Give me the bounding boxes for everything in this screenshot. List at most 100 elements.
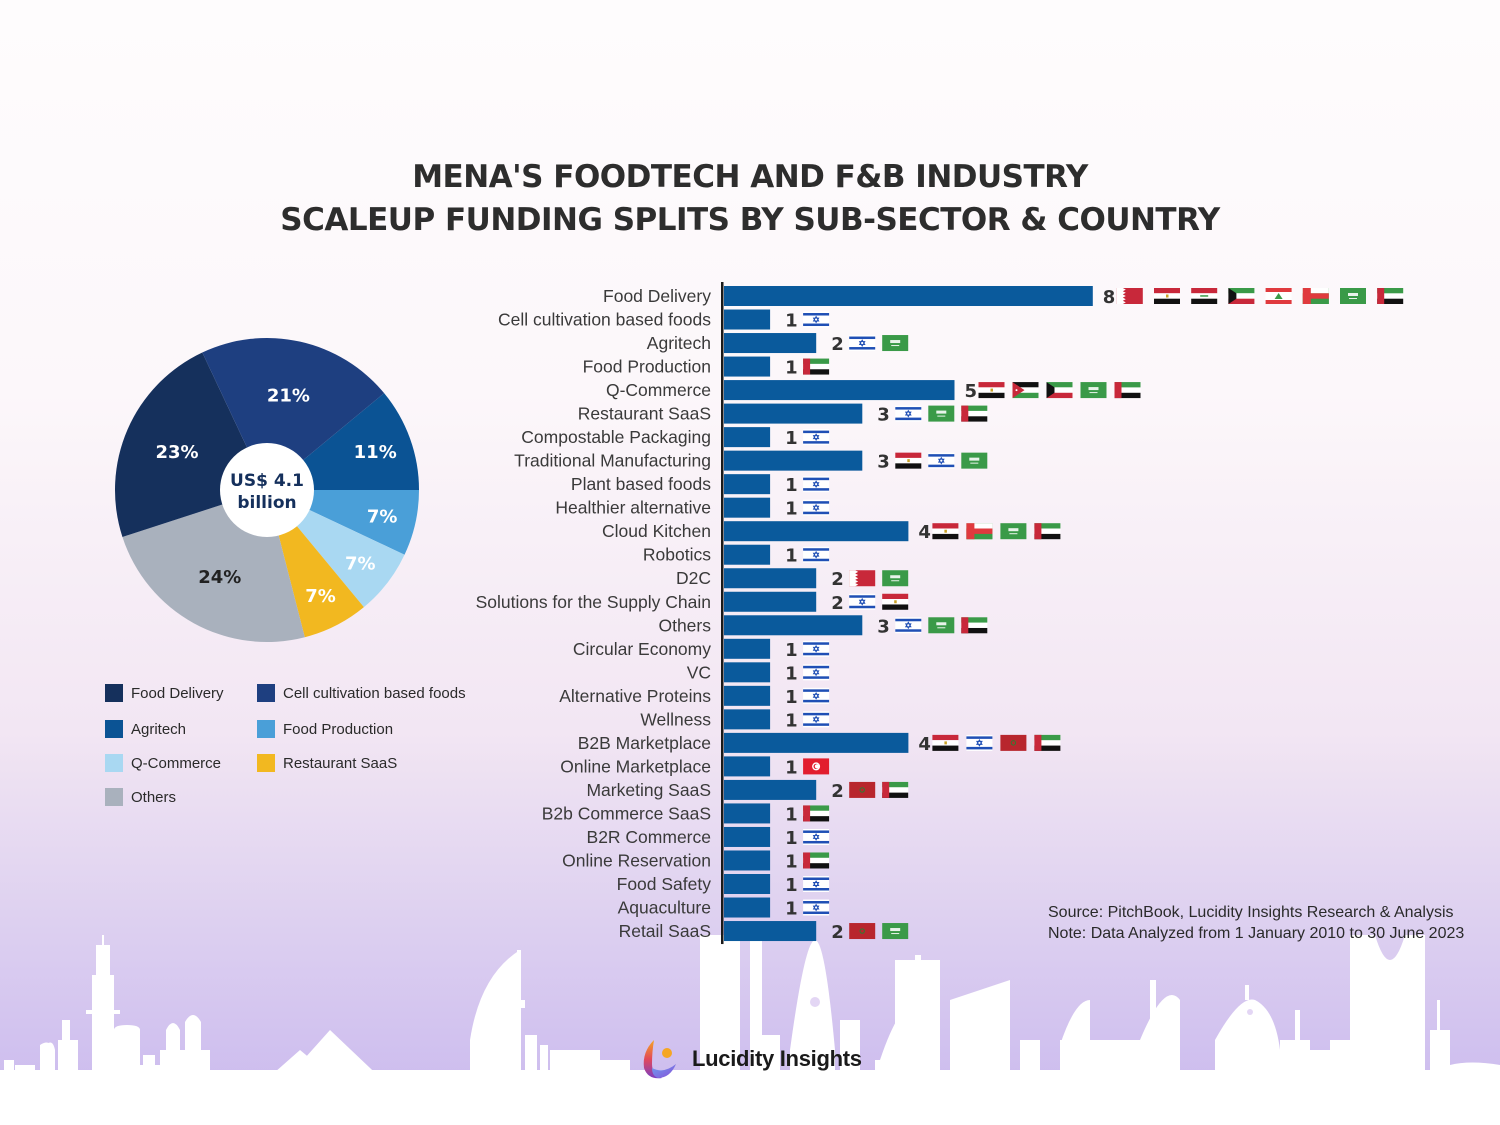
bar-category-label: Food Safety [617, 874, 712, 894]
bar [724, 874, 771, 894]
bar [724, 356, 771, 377]
flag-uae-icon [961, 405, 988, 422]
legend-label: Food Production [283, 720, 394, 738]
bar-value-label: 8 [1103, 287, 1116, 308]
flag-israel-icon [803, 311, 830, 328]
flag-israel-icon [928, 452, 955, 469]
legend-label: Others [131, 788, 177, 806]
flag-iraq-icon [1191, 288, 1218, 304]
flag-saudi-arabia-icon [1340, 288, 1366, 304]
chart-notes: Source: PitchBook, Lucidity Insights Res… [1048, 902, 1464, 944]
pie-slice-label: 23% [156, 442, 199, 463]
legend-item: Food Delivery [105, 682, 224, 704]
bar-category-label: VC [687, 662, 711, 682]
flag-israel-icon [803, 664, 830, 681]
flag-saudi-arabia-icon [882, 923, 909, 940]
bar-value-label: 1 [785, 546, 798, 567]
bar-category-label: Traditional Manufacturing [514, 451, 711, 471]
pie-slice-label: 21% [267, 385, 310, 406]
legend-swatch [257, 720, 275, 738]
flag-israel-icon [803, 499, 830, 516]
legend-swatch [257, 684, 275, 702]
flag-egypt-icon [895, 452, 922, 469]
bar-value-label: 1 [785, 757, 798, 778]
bar-value-label: 1 [785, 804, 798, 825]
bar [724, 803, 771, 824]
flag-israel-icon [803, 876, 830, 892]
bar-category-label: D2C [676, 568, 711, 588]
legend-label: Cell cultivation based foods [283, 684, 466, 702]
flag-uae-icon [961, 617, 988, 634]
flag-israel-icon [895, 617, 922, 634]
flag-lebanon-icon [1265, 288, 1292, 304]
bar-category-label: Healthier alternative [555, 498, 711, 518]
flag-egypt-icon [932, 523, 959, 540]
bar [724, 826, 771, 847]
legend-label: Food Delivery [131, 684, 224, 702]
flag-israel-icon [849, 335, 876, 352]
bar-category-label: Online Marketplace [560, 756, 711, 776]
bar-value-label: 2 [831, 593, 844, 614]
pie-slice-label: 7% [305, 586, 336, 607]
bar-category-label: B2R Commerce [587, 827, 711, 847]
bar-value-label: 1 [785, 875, 798, 896]
bar-value-label: 5 [965, 381, 978, 402]
bar-category-label: Online Reservation [562, 850, 711, 870]
flag-israel-icon [895, 405, 922, 422]
legend-item: Cell cultivation based foods [257, 682, 466, 704]
bar-chart: Food Delivery 8 Cell cultivation based foo… [476, 282, 1404, 945]
legend-swatch [105, 684, 123, 702]
bar [724, 333, 817, 354]
bar [724, 756, 771, 777]
bar [724, 403, 863, 424]
flag-egypt-icon [932, 734, 959, 751]
flag-israel-icon [803, 546, 830, 563]
flag-saudi-arabia-icon [882, 335, 909, 352]
legend-label: Agritech [131, 720, 187, 738]
bar [724, 615, 863, 636]
bar-category-label: B2B Marketplace [578, 733, 711, 753]
bar-value-label: 2 [831, 569, 844, 590]
bar-category-label: Circular Economy [573, 639, 711, 659]
flag-israel-icon [803, 899, 830, 916]
pie-slice-label: 7% [367, 507, 398, 528]
bar-category-label: Solutions for the Supply Chain [476, 592, 711, 612]
bar-value-label: 1 [785, 428, 798, 449]
legend-item: Restaurant SaaS [257, 752, 397, 774]
flag-kuwait-icon [1228, 288, 1255, 304]
bar-value-label: 3 [877, 452, 890, 473]
flag-israel-icon [803, 687, 830, 704]
bar-value-label: 1 [785, 499, 798, 520]
pie-slice-label: 7% [345, 553, 376, 574]
bar-category-label: Wellness [640, 709, 711, 729]
flag-uae-icon [803, 358, 830, 375]
bar [724, 591, 817, 612]
flag-egypt-icon [1154, 288, 1180, 304]
flag-oman-icon [1302, 288, 1329, 304]
bar-category-label: Marketing SaaS [586, 780, 711, 800]
bar [724, 497, 771, 518]
brand-name: Lucidity Insights [692, 1046, 862, 1071]
legend-swatch [105, 788, 123, 806]
flag-saudi-arabia-icon [928, 617, 955, 634]
legend-item: Others [105, 786, 176, 808]
flag-israel-icon [803, 429, 830, 446]
bar [724, 732, 909, 753]
flag-kuwait-icon [1046, 382, 1073, 399]
bar [724, 450, 863, 471]
bar [724, 709, 771, 730]
flag-israel-icon [803, 476, 830, 493]
bar-value-label: 1 [785, 475, 798, 496]
bar-category-label: Cell cultivation based foods [498, 310, 711, 330]
bar-value-label: 1 [785, 851, 798, 872]
lucidity-logo-icon [643, 1040, 676, 1079]
bar-category-label: Plant based foods [571, 474, 711, 494]
bar [724, 309, 771, 330]
bar-value-label: 2 [831, 334, 844, 355]
flag-israel-icon [803, 640, 830, 657]
bar-category-label: Alternative Proteins [559, 686, 711, 706]
flag-uae-icon [803, 852, 830, 869]
bar [724, 380, 955, 401]
flag-saudi-arabia-icon [882, 570, 909, 587]
